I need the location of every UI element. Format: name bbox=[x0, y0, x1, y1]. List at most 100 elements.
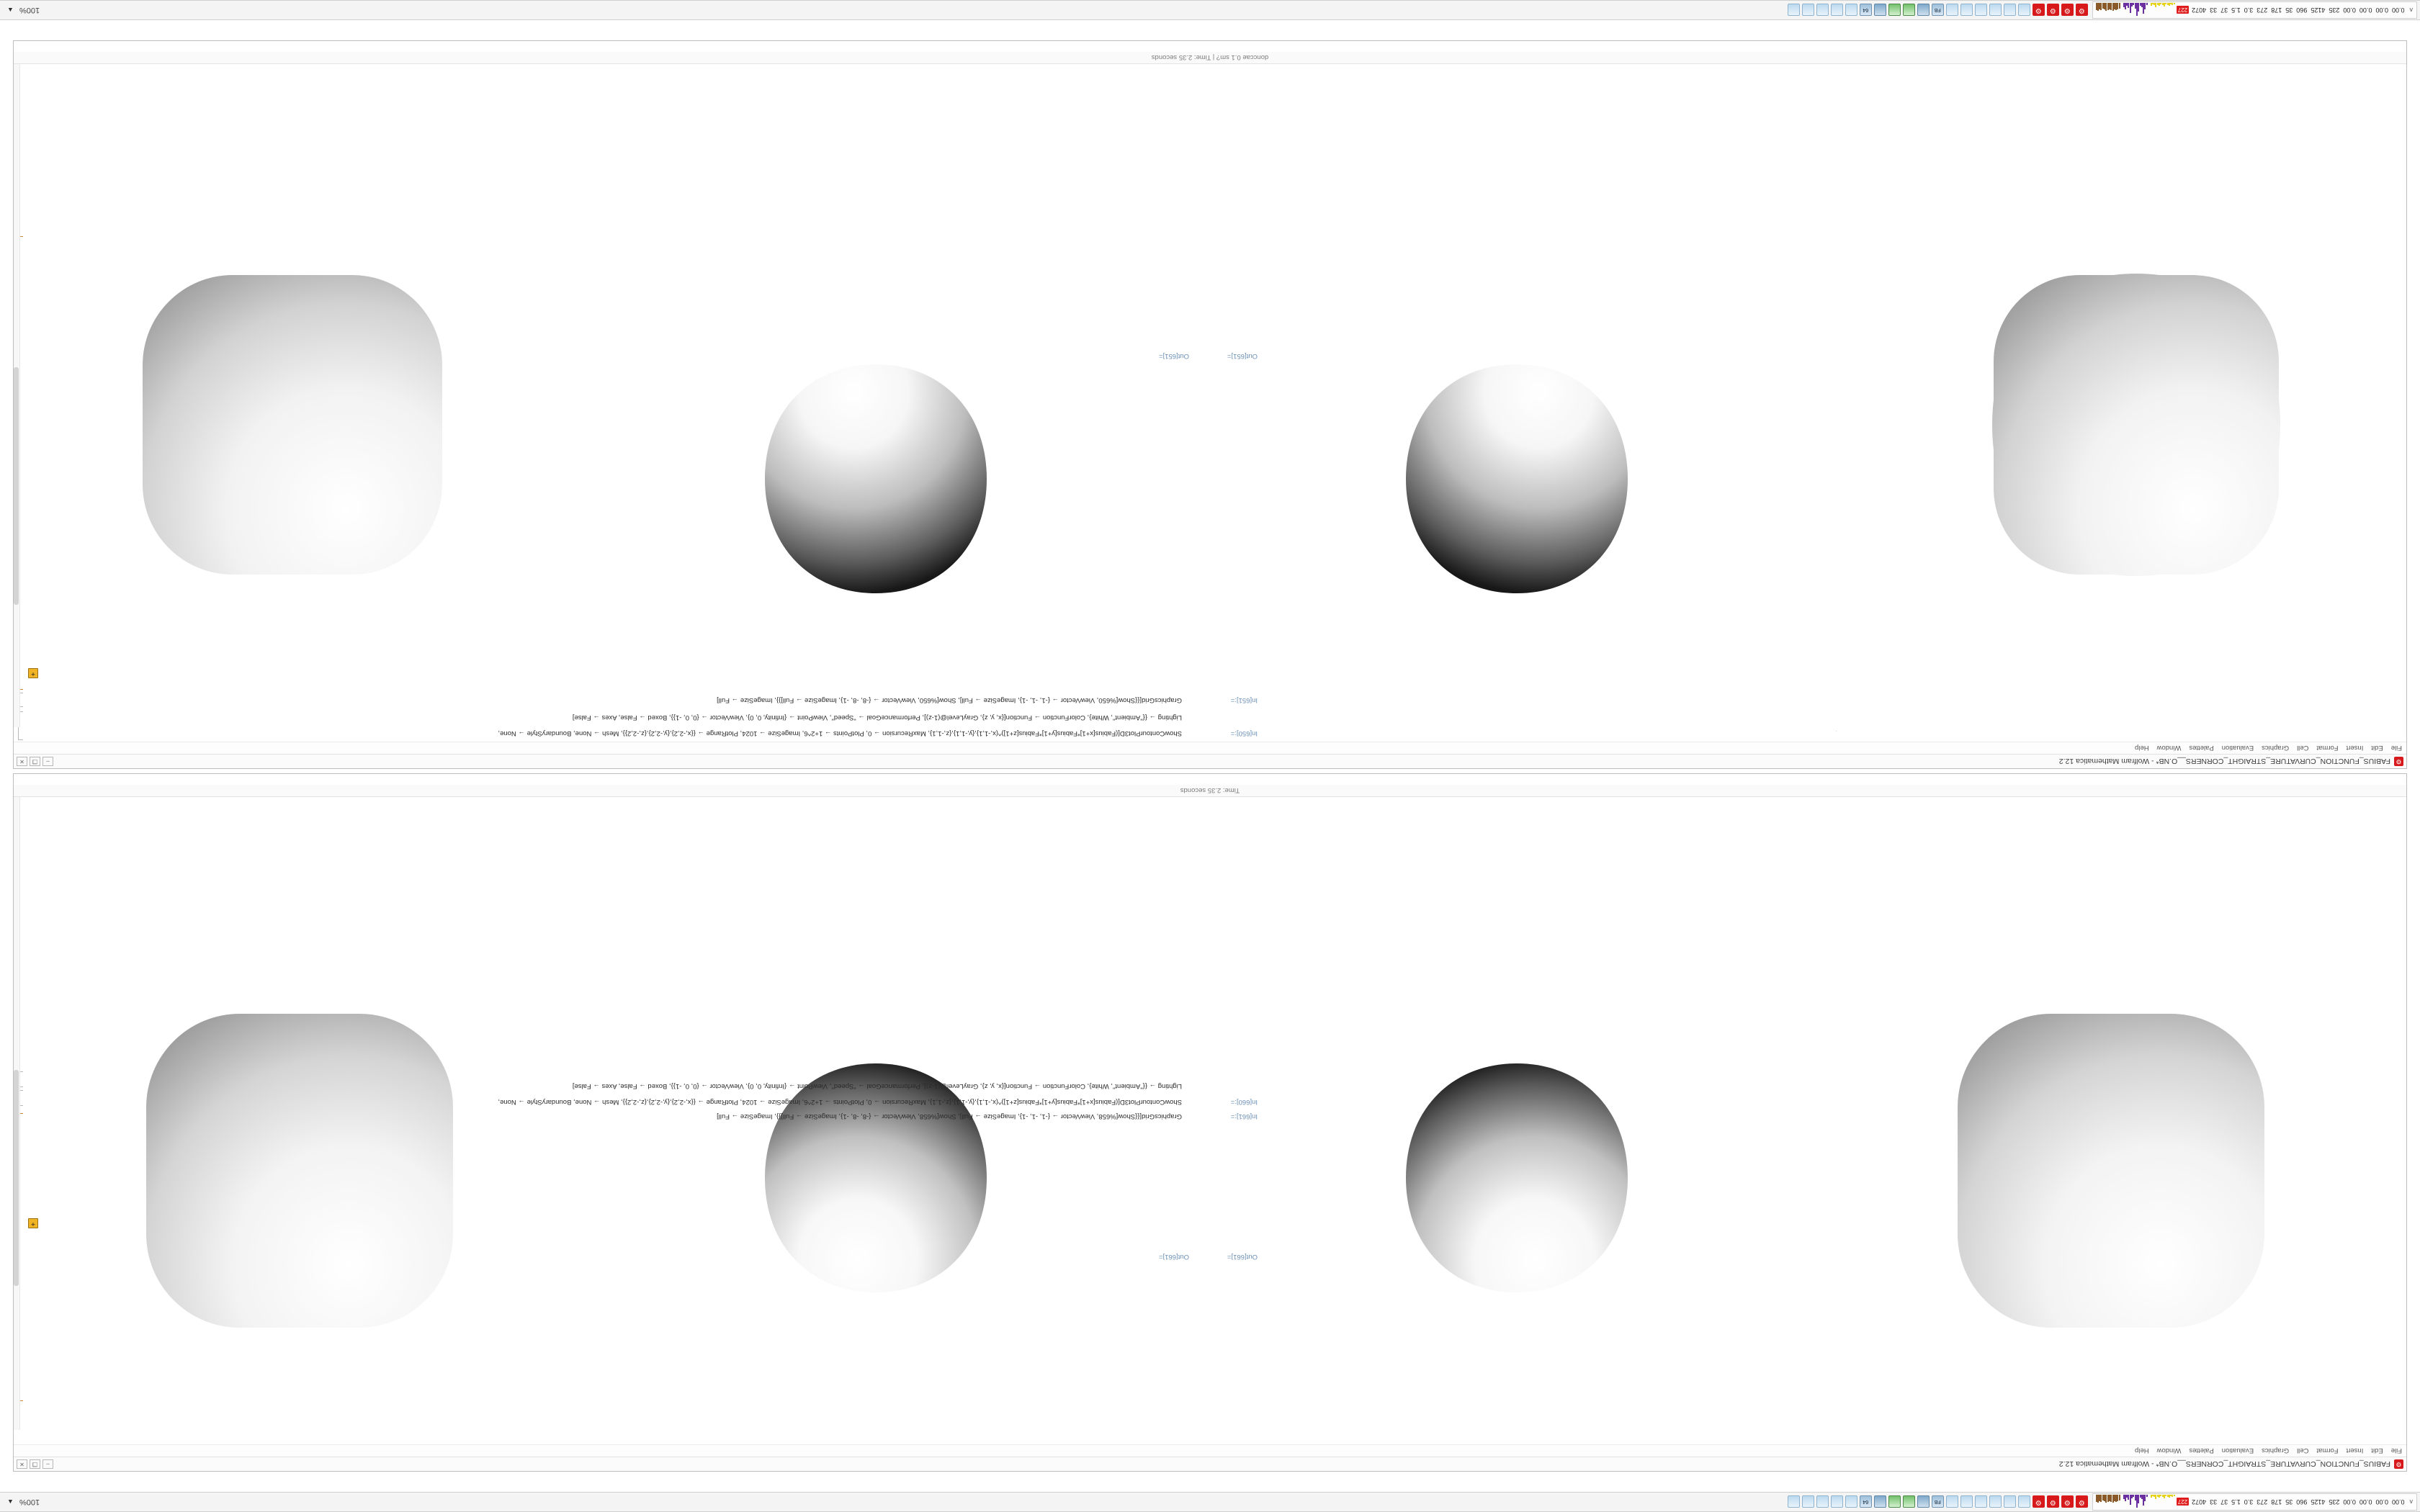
mathematica-window-upper[interactable]: ⚙ FABIUS_FUNCTION_CURVATURE_STRAIGHT_COR… bbox=[13, 773, 2407, 1472]
menu-item-palettes[interactable]: Palettes bbox=[2189, 744, 2214, 752]
code-line-3-upper[interactable]: GraphicsGrid[{{Show[%658, ViewVector → {… bbox=[717, 1112, 1182, 1120]
fabius-surface-rounded-cube-top-right[interactable] bbox=[138, 1005, 462, 1336]
menu-item-window[interactable]: Window bbox=[2156, 744, 2182, 752]
close-button-lower[interactable]: ✕ bbox=[17, 757, 27, 766]
mathematica-icon[interactable]: ⚙ bbox=[2061, 1495, 2074, 1508]
notebook-icon[interactable] bbox=[1801, 1495, 1814, 1508]
notebook-icon[interactable] bbox=[1945, 1495, 1958, 1508]
notebook-icon[interactable] bbox=[1945, 4, 1958, 17]
menu-item-format[interactable]: Format bbox=[2316, 744, 2339, 752]
notebook-icon[interactable] bbox=[1960, 1495, 1973, 1508]
menubar-upper[interactable]: File Edit Insert Format Cell Graphics Evaluati… bbox=[14, 1444, 2406, 1457]
notebook-icon[interactable] bbox=[1989, 4, 2002, 17]
menu-item-evaluation[interactable]: Evaluation bbox=[2221, 744, 2254, 752]
terminal-icon[interactable] bbox=[1873, 4, 1886, 17]
mathematica-icon[interactable]: ⚙ bbox=[2032, 4, 2045, 17]
chevron-up-icon[interactable]: ▲ bbox=[7, 6, 14, 14]
scrollbar-thumb-upper[interactable] bbox=[14, 1070, 19, 1286]
notebook-icon[interactable] bbox=[2017, 4, 2030, 17]
menu-item-file[interactable]: File bbox=[2390, 1446, 2402, 1455]
menu-item-palettes[interactable]: Palettes bbox=[2189, 1446, 2214, 1455]
taskbar-primary[interactable]: ʌ 0.00 0.00 0.00 0.00 235 4125 960 35 178 273 3.0 1… bbox=[0, 0, 2420, 20]
taskbar-secondary[interactable]: ʌ 0.00 0.00 0.00 0.00 235 4125 960 35 178 273 3.0 1… bbox=[0, 1492, 2420, 1512]
mathematica-icon[interactable]: ⚙ bbox=[2075, 4, 2088, 17]
mathematica-icon[interactable]: ⚙ bbox=[2061, 4, 2074, 17]
menu-item-help[interactable]: Help bbox=[2135, 744, 2149, 752]
scrollbar-thumb-lower[interactable] bbox=[14, 367, 19, 605]
archive-icon[interactable] bbox=[1888, 1495, 1901, 1508]
menu-item-window[interactable]: Window bbox=[2156, 1446, 2182, 1455]
archive-icon[interactable] bbox=[1902, 4, 1915, 17]
code-line-1-upper[interactable]: ShowContourPlot3D[(Fabius[x+1]*Fabius[y+… bbox=[498, 1098, 1182, 1106]
mathematica-icon[interactable]: ⚙ bbox=[2046, 1495, 2059, 1508]
menu-item-evaluation[interactable]: Evaluation bbox=[2221, 1446, 2254, 1455]
disk-icon[interactable]: 64 bbox=[1859, 1495, 1872, 1508]
menu-item-edit[interactable]: Edit bbox=[2371, 1446, 2383, 1455]
fabius-surface-blob-bottom-midright[interactable] bbox=[761, 360, 991, 598]
titlebar-upper[interactable]: ⚙ FABIUS_FUNCTION_CURVATURE_STRAIGHT_COR… bbox=[14, 1457, 2406, 1471]
notebook-icon[interactable] bbox=[1989, 1495, 2002, 1508]
notebook-icon[interactable] bbox=[1787, 1495, 1800, 1508]
maximize-button-upper[interactable]: ❐ bbox=[30, 1459, 40, 1469]
notebook-icon[interactable] bbox=[1816, 1495, 1829, 1508]
notebook-icon[interactable] bbox=[1830, 4, 1843, 17]
terminal-icon[interactable] bbox=[1917, 4, 1930, 17]
fabius-surface-blob-bottom-midleft[interactable] bbox=[1402, 360, 1632, 598]
chevron-up-icon-2[interactable]: ▲ bbox=[7, 1498, 14, 1506]
fabius-surface-rounded-cube-bottom-right[interactable] bbox=[134, 266, 451, 583]
notebook-icon[interactable] bbox=[1845, 4, 1857, 17]
mathematica-icon[interactable]: ⚙ bbox=[2075, 1495, 2088, 1508]
system-monitor-tray[interactable]: ʌ 0.00 0.00 0.00 0.00 235 4125 960 35 178 273 3.0 1… bbox=[2092, 1, 2417, 19]
taskbar-icons-2[interactable]: ⚙ ⚙ ⚙ ⚙ FB 64 bbox=[1787, 1495, 2092, 1508]
menu-item-graphics[interactable]: Graphics bbox=[2262, 1446, 2290, 1455]
terminal-icon[interactable] bbox=[1917, 1495, 1930, 1508]
add-cell-button[interactable]: + bbox=[28, 668, 38, 678]
notebook-icon[interactable] bbox=[2017, 1495, 2030, 1508]
minimize-button-lower[interactable]: – bbox=[42, 757, 53, 766]
close-button-upper[interactable]: ✕ bbox=[17, 1459, 27, 1469]
menubar-lower[interactable]: File Edit Insert Format Cell Graphics Evaluati… bbox=[14, 742, 2406, 754]
mathematica-window-lower[interactable]: ⚙ FABIUS_FUNCTION_CURVATURE_STRAIGHT_COR… bbox=[13, 40, 2407, 769]
titlebar-lower[interactable]: ⚙ FABIUS_FUNCTION_CURVATURE_STRAIGHT_COR… bbox=[14, 754, 2406, 768]
notebook-icon[interactable] bbox=[1974, 4, 1987, 17]
archive-icon[interactable] bbox=[1888, 4, 1901, 17]
notebook-icon[interactable] bbox=[1801, 4, 1814, 17]
notebook-icon[interactable] bbox=[1974, 1495, 1987, 1508]
menu-item-insert[interactable]: Insert bbox=[2346, 744, 2364, 752]
vertical-scrollbar-lower[interactable] bbox=[14, 64, 20, 727]
tray-caret-icon[interactable]: ʌ bbox=[2409, 6, 2414, 14]
disk-icon[interactable]: FB bbox=[1931, 1495, 1944, 1508]
system-monitor-tray-2[interactable]: ʌ 0.00 0.00 0.00 0.00 235 4125 960 35 178 273 3.0 1… bbox=[2092, 1493, 2417, 1511]
notebook-icon[interactable] bbox=[1830, 1495, 1843, 1508]
archive-icon[interactable] bbox=[1902, 1495, 1915, 1508]
menu-item-insert[interactable]: Insert bbox=[2346, 1446, 2364, 1455]
taskbar-icons[interactable]: ⚙ ⚙ ⚙ ⚙ FB 64 bbox=[1787, 4, 2092, 17]
maximize-button-lower[interactable]: ❐ bbox=[30, 757, 40, 766]
notebook-icon[interactable] bbox=[2003, 1495, 2016, 1508]
minimize-button-upper[interactable]: – bbox=[42, 1459, 53, 1469]
menu-item-edit[interactable]: Edit bbox=[2371, 744, 2383, 752]
code-line-1-lower[interactable]: ShowContourPlot3D[(Fabius[x+1]*Fabius[y+… bbox=[498, 729, 1182, 737]
terminal-icon[interactable] bbox=[1873, 1495, 1886, 1508]
add-cell-button-upper[interactable]: + bbox=[28, 1218, 38, 1228]
menu-item-format[interactable]: Format bbox=[2316, 1446, 2339, 1455]
fabius-surface-rounded-cube-top-left[interactable] bbox=[1949, 1005, 2273, 1336]
code-line-3-lower[interactable]: GraphicsGrid[{{Show[%650, ViewVector → {… bbox=[717, 696, 1182, 704]
disk-icon[interactable]: 64 bbox=[1859, 4, 1872, 17]
mathematica-icon[interactable]: ⚙ bbox=[2032, 1495, 2045, 1508]
menu-item-cell[interactable]: Cell bbox=[2297, 1446, 2309, 1455]
menu-item-help[interactable]: Help bbox=[2135, 1446, 2149, 1455]
code-line-2-upper[interactable]: Lighting → {{"Ambient", White}, ColorFun… bbox=[572, 1082, 1182, 1090]
fabius-surface-rounded-cube-bottom-left[interactable] bbox=[1985, 266, 2287, 583]
tray-caret-icon-2[interactable]: ʌ bbox=[2409, 1498, 2414, 1506]
notebook-icon[interactable] bbox=[1816, 4, 1829, 17]
menu-item-file[interactable]: File bbox=[2390, 744, 2402, 752]
notebook-icon[interactable] bbox=[1787, 4, 1800, 17]
code-line-2-lower[interactable]: Lighting → {{"Ambient", White}, ColorFun… bbox=[572, 714, 1182, 721]
mathematica-icon[interactable]: ⚙ bbox=[2046, 4, 2059, 17]
menu-item-graphics[interactable]: Graphics bbox=[2262, 744, 2290, 752]
notebook-icon[interactable] bbox=[1960, 4, 1973, 17]
menu-item-cell[interactable]: Cell bbox=[2297, 744, 2309, 752]
fabius-surface-blob-top-midright[interactable] bbox=[761, 1059, 991, 1297]
notebook-icon[interactable] bbox=[1845, 1495, 1857, 1508]
